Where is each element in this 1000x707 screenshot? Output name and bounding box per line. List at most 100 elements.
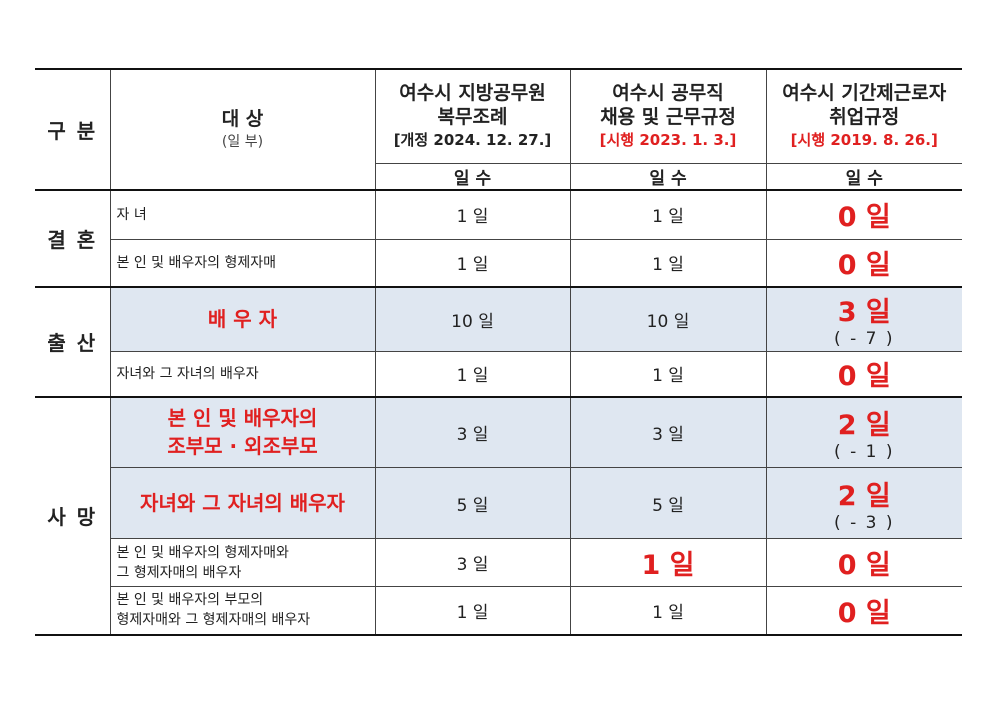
target-text: 본 인 및 배우자의: [167, 406, 318, 431]
group-label: 출 산: [47, 331, 98, 355]
day-count: 0 일: [837, 597, 891, 629]
target-label: 대 상: [221, 108, 264, 131]
value-cell: 5 일: [569, 467, 767, 539]
data-row: 결 혼 자 녀 1 일 1 일 0 일: [35, 188, 962, 287]
value-cell: 1 일: [569, 239, 767, 287]
day-count: 1 일: [641, 550, 695, 581]
value-cell: 3 일: [569, 395, 767, 468]
value-cell: 0 일: [765, 538, 962, 587]
value-cell: 1 일: [374, 239, 571, 287]
value-cell: 0 일: [765, 239, 962, 287]
column-title: 여수시 공무직: [612, 82, 724, 105]
unit-label: 일 수: [845, 168, 883, 189]
column-header: 여수시 기간제근로자 취업규정 [시행 2019. 8. 26.]: [765, 68, 962, 164]
value-cell: 3 일( - 7 ): [765, 285, 962, 352]
day-count: 1 일: [652, 207, 684, 228]
day-count: 10 일: [451, 311, 494, 332]
group-cell: 결 혼: [35, 188, 111, 287]
value-cell: 10 일: [569, 285, 767, 352]
column-title: 여수시 기간제근로자: [782, 82, 947, 105]
unit-cell: 일 수: [375, 162, 571, 190]
target-text: 배 우 자: [207, 307, 278, 332]
target-text: 본 인 및 배우자의 형제자매와: [116, 544, 289, 561]
day-count: 0 일: [837, 202, 891, 234]
value-cell: 3 일: [374, 395, 571, 468]
target-text: 자 녀: [116, 206, 147, 223]
unit-cell: 일 수: [765, 162, 962, 190]
value-cell: 1 일: [569, 351, 767, 397]
day-count: 2 일: [837, 480, 891, 512]
data-row: 본 인 및 배우자의 형제자매 1 일 1 일 0 일: [35, 239, 962, 287]
header-row: 구 분 대 상 (일 부) 여수시 지방공무원 복무조례 [개정 2024. 12. 27…: [35, 68, 962, 190]
unit-cell: 일 수: [569, 162, 767, 190]
day-count: 3 일: [456, 555, 489, 575]
value-cell: 2 일( - 3 ): [765, 467, 962, 539]
group-label: 결 혼: [47, 227, 98, 252]
day-count: 3 일: [652, 424, 684, 445]
day-change: ( - 1 ): [834, 441, 895, 462]
target-cell: 자녀와 그 자녀의 배우자: [110, 467, 376, 539]
column-title: 복무조례: [437, 106, 508, 129]
target-text: 자녀와 그 자녀의 배우자: [116, 365, 259, 382]
target-header: 대 상 (일 부): [109, 68, 376, 190]
value-cell: 2 일( - 1 ): [765, 395, 962, 468]
data-row: 자녀와 그 자녀의 배우자 5 일 5 일 2 일( - 3 ): [35, 467, 962, 539]
day-count: 0 일: [837, 361, 891, 393]
day-count: 1 일: [456, 255, 489, 276]
day-count: 1 일: [652, 255, 684, 276]
day-count: 5 일: [456, 495, 489, 516]
day-count: 1 일: [456, 366, 489, 387]
target-text: 본 인 및 배우자의 부모의: [116, 592, 264, 609]
group-label: 사 망: [47, 505, 98, 529]
column-title: 취업규정: [829, 106, 900, 129]
target-text: 형제자매와 그 형제자매의 배우자: [116, 612, 311, 629]
group-cell: 사 망: [35, 395, 111, 636]
leave-table: 구 분 대 상 (일 부) 여수시 지방공무원 복무조례 [개정 2024. 12. 27…: [35, 68, 962, 636]
value-cell: 0 일: [765, 586, 962, 636]
value-cell: 3 일: [374, 538, 571, 587]
day-count: 1 일: [456, 207, 489, 228]
target-text: 본 인 및 배우자의 형제자매: [116, 254, 276, 271]
column-ref: [시행 2019. 8. 26.]: [790, 131, 938, 150]
value-cell: 1 일: [374, 351, 571, 397]
day-count: 3 일: [837, 296, 891, 328]
value-cell: 1 일: [374, 586, 571, 636]
day-count: 0 일: [837, 250, 891, 282]
column-title: 여수시 지방공무원: [399, 82, 546, 105]
column-header: 여수시 지방공무원 복무조례 [개정 2024. 12. 27.]: [374, 68, 571, 164]
value-cell: 1 일: [374, 188, 571, 240]
value-cell: 1 일: [569, 586, 767, 636]
group-cell: 출 산: [35, 285, 111, 397]
target-cell: 본 인 및 배우자의 형제자매: [110, 239, 376, 287]
data-row: 출 산 배 우 자 10 일 10 일 3 일( - 7 ): [35, 285, 962, 397]
column-header: 여수시 공무직 채용 및 근무규정 [시행 2023. 1. 3.]: [569, 68, 767, 164]
day-change: ( - 3 ): [834, 512, 895, 533]
value-cell: 0 일: [765, 188, 962, 240]
category-header: 구 분: [35, 68, 111, 190]
value-cell: 1 일: [569, 188, 767, 240]
day-count: 2 일: [837, 409, 891, 441]
target-cell: 자 녀: [109, 188, 376, 240]
day-change: ( - 7 ): [834, 328, 895, 349]
target-text: 조부모 · 외조부모: [167, 434, 318, 459]
day-count: 10 일: [646, 311, 690, 332]
column-title: 채용 및 근무규정: [600, 106, 736, 129]
category-label: 구 분: [47, 118, 98, 143]
target-cell: 배 우 자: [109, 285, 376, 352]
day-count: 1 일: [652, 366, 684, 387]
value-cell: 0 일: [765, 351, 962, 397]
day-count: 5 일: [652, 495, 684, 516]
day-count: 0 일: [837, 550, 891, 581]
unit-label: 일 수: [649, 168, 687, 189]
value-cell: 10 일: [374, 285, 571, 352]
target-text: 그 형제자매의 배우자: [116, 564, 242, 581]
value-cell: 1 일: [569, 538, 767, 587]
column-ref: [시행 2023. 1. 3.]: [599, 131, 737, 150]
unit-label: 일 수: [453, 168, 492, 189]
